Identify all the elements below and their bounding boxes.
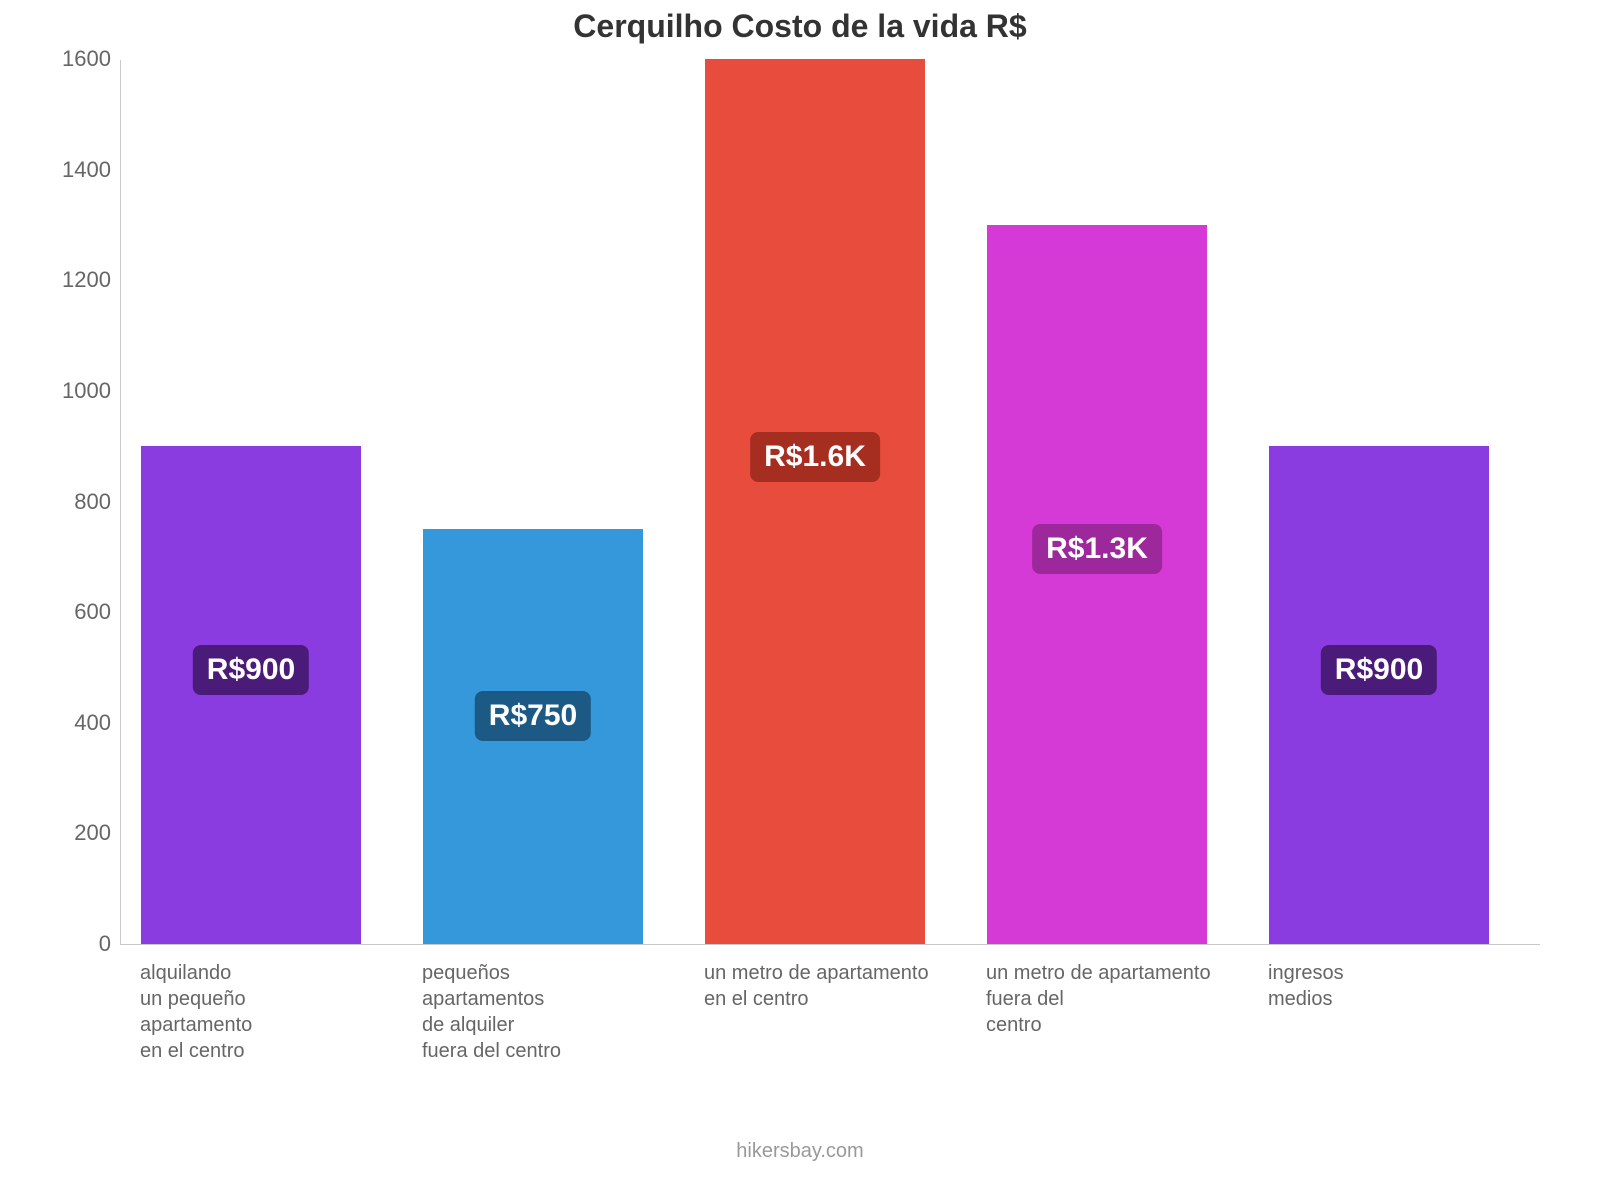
bar-value-label: R$750	[475, 691, 591, 741]
bar-value-label: R$900	[193, 645, 309, 695]
x-tick-label: un metro de apartamentofuera delcentro	[986, 960, 1226, 1038]
plot-area: 02004006008001000120014001600R$900R$750R…	[120, 60, 1540, 945]
x-tick-label: ingresosmedios	[1268, 960, 1508, 1012]
y-tick-label: 800	[41, 489, 111, 515]
y-tick-label: 0	[41, 931, 111, 957]
bar	[705, 59, 925, 944]
y-tick-label: 1400	[41, 157, 111, 183]
bar	[987, 225, 1207, 944]
chart-title: Cerquilho Costo de la vida R$	[40, 0, 1560, 45]
x-tick-label: un metro de apartamentoen el centro	[704, 960, 944, 1012]
bar-value-label: R$900	[1321, 645, 1437, 695]
y-tick-label: 1600	[41, 46, 111, 72]
bar-value-label: R$1.6K	[750, 432, 880, 482]
y-tick-label: 200	[41, 820, 111, 846]
y-tick-label: 400	[41, 710, 111, 736]
y-tick-label: 600	[41, 599, 111, 625]
attribution-text: hikersbay.com	[40, 1140, 1560, 1163]
y-tick-label: 1000	[41, 378, 111, 404]
chart-container: Cerquilho Costo de la vida R$ 0 200 400 600…	[40, 0, 1560, 1200]
x-axis-labels: alquilandoun pequeñoapartamentoen el cen…	[120, 960, 1540, 1120]
y-tick-label: 1200	[41, 267, 111, 293]
x-tick-label: alquilandoun pequeñoapartamentoen el cen…	[140, 960, 380, 1064]
bar-value-label: R$1.3K	[1032, 524, 1162, 574]
x-tick-label: pequeñosapartamentosde alquilerfuera del…	[422, 960, 662, 1064]
